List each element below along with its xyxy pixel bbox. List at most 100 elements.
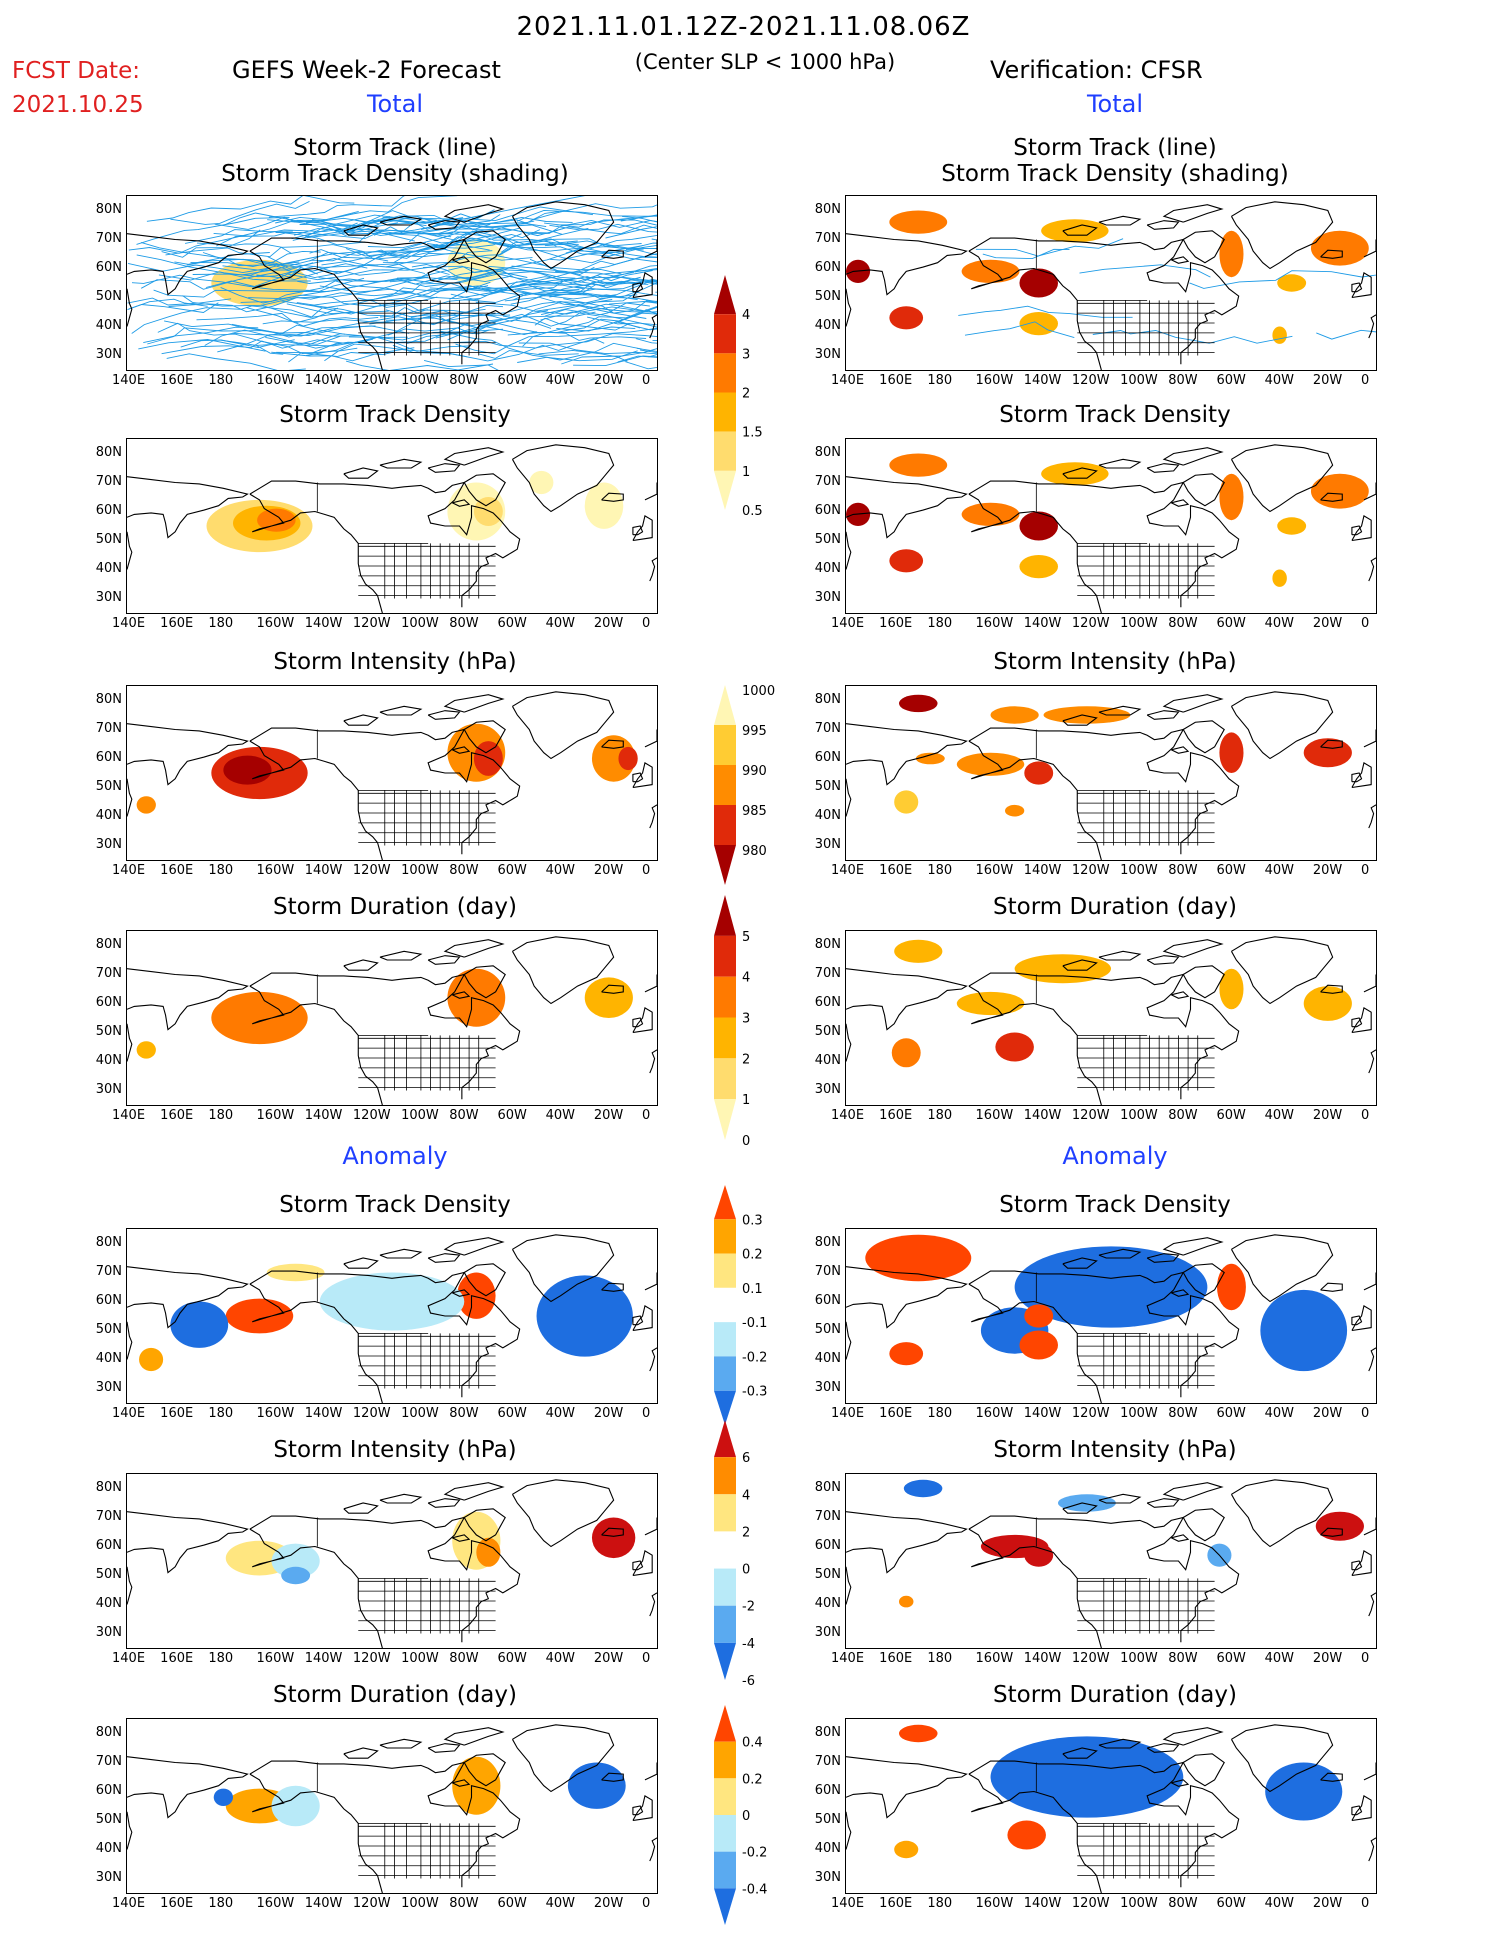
panel-title-anom_intensity: Storm Intensity (hPa) bbox=[993, 1437, 1237, 1463]
lat-tick-label: 30N bbox=[95, 1624, 122, 1640]
colorbar-swatch bbox=[714, 1356, 736, 1391]
colorbar-swatch bbox=[714, 1705, 736, 1742]
lat-tick-label: 50N bbox=[95, 778, 122, 794]
storm-track bbox=[615, 312, 657, 324]
lat-tick-label: 40N bbox=[95, 1052, 122, 1068]
lon-tick-label: 0 bbox=[642, 863, 651, 878]
storm-track bbox=[190, 250, 321, 267]
colorbar-swatch bbox=[714, 1219, 736, 1254]
storm-track bbox=[385, 308, 486, 318]
colorbar-label: 2 bbox=[742, 1525, 750, 1540]
lat-tick-label: 70N bbox=[814, 1263, 841, 1279]
colorbar-label: 980 bbox=[742, 844, 767, 859]
storm-track bbox=[556, 219, 657, 226]
lat-tick-label: 50N bbox=[814, 1566, 841, 1582]
lon-tick-label: 20W bbox=[593, 863, 624, 878]
coastline-layer bbox=[127, 444, 657, 613]
lat-tick-label: 70N bbox=[95, 720, 122, 736]
lon-tick-label: 180 bbox=[208, 1896, 234, 1911]
lat-tick-label: 30N bbox=[95, 589, 122, 605]
lon-tick-label: 140W bbox=[1023, 1651, 1062, 1666]
storm-track bbox=[434, 231, 579, 245]
cfsr-anom_duration-map bbox=[845, 1718, 1377, 1894]
field-cell bbox=[1058, 1494, 1116, 1512]
lon-tick-label: 40W bbox=[545, 373, 576, 388]
lon-tick-label: 20W bbox=[593, 1108, 624, 1123]
lat-tick-label: 40N bbox=[95, 1840, 122, 1856]
lon-tick-label: 160W bbox=[975, 373, 1014, 388]
field-cell bbox=[136, 796, 156, 814]
colorbar-anomaly-duration: 0.4 0.2 0 -0.2 -0.4 bbox=[712, 1690, 822, 1940]
gefs-track-map bbox=[126, 195, 658, 371]
lon-tick-label: 60W bbox=[497, 1896, 527, 1911]
lon-tick-label: 160W bbox=[975, 1896, 1014, 1911]
field-cell bbox=[1217, 1263, 1246, 1311]
lon-tick-label: 20W bbox=[593, 1406, 624, 1421]
storm-track bbox=[309, 241, 427, 259]
lon-tick-label: 140W bbox=[1023, 863, 1062, 878]
gefs-anom_density-map bbox=[126, 1228, 658, 1404]
lon-tick-label: 100W bbox=[1120, 1896, 1158, 1911]
colorbar-label: 4 bbox=[742, 971, 750, 986]
lon-tick-label: 160W bbox=[256, 616, 295, 631]
lon-tick-label: 20W bbox=[1312, 1406, 1343, 1421]
field-cell bbox=[1041, 462, 1109, 486]
panel-title-intensity: Storm Intensity (hPa) bbox=[993, 649, 1237, 675]
lat-tick-label: 60N bbox=[95, 1537, 122, 1553]
storm-track bbox=[486, 311, 596, 322]
lon-tick-label: 140E bbox=[112, 616, 146, 631]
storm-track bbox=[378, 248, 533, 261]
lon-tick-label: 180 bbox=[208, 1108, 234, 1123]
storm-track bbox=[307, 328, 504, 346]
field-cell bbox=[899, 1595, 914, 1608]
lon-tick-label: 140E bbox=[831, 373, 865, 388]
field-cell bbox=[1219, 230, 1244, 278]
lon-tick-label: 40W bbox=[545, 1406, 576, 1421]
lon-tick-label: 80W bbox=[449, 1108, 479, 1123]
storm-track bbox=[220, 286, 438, 307]
storm-track bbox=[214, 210, 359, 230]
lat-tick-label: 30N bbox=[95, 1869, 122, 1885]
colorbar-swatch bbox=[714, 845, 736, 885]
field-cell bbox=[1019, 511, 1058, 541]
storm-track bbox=[538, 296, 657, 313]
coastline-layer bbox=[846, 1234, 1376, 1403]
lon-tick-label: 20W bbox=[593, 1896, 624, 1911]
field-cell bbox=[1024, 1304, 1054, 1328]
field-cell bbox=[956, 991, 1025, 1016]
storm-track bbox=[529, 258, 622, 275]
lon-tick-label: 80W bbox=[449, 1651, 479, 1666]
lon-tick-label: 20W bbox=[593, 616, 624, 631]
lon-tick-label: 160E bbox=[160, 863, 194, 878]
lon-tick-label: 120W bbox=[1071, 863, 1110, 878]
storm-track bbox=[397, 256, 657, 283]
lon-tick-label: 0 bbox=[642, 1896, 651, 1911]
coastline-layer bbox=[127, 936, 657, 1105]
storm-track bbox=[544, 309, 657, 328]
storm-track-lines bbox=[127, 196, 657, 370]
lon-tick-label: 160E bbox=[160, 616, 194, 631]
cfsr-anom_density-map bbox=[845, 1228, 1377, 1404]
field-cell bbox=[223, 755, 272, 785]
colorbar-duration: 5 4 3 2 1 0 bbox=[712, 880, 822, 1155]
lat-tick-label: 60N bbox=[814, 749, 841, 765]
gefs-intensity-map bbox=[126, 685, 658, 861]
field-cell bbox=[266, 1263, 325, 1282]
panel-title-anom_duration: Storm Duration (day) bbox=[993, 1682, 1237, 1708]
storm-track bbox=[267, 219, 361, 234]
lon-tick-label: 120W bbox=[352, 373, 391, 388]
storm-track bbox=[240, 276, 429, 303]
colorbar-label: -4 bbox=[742, 1637, 755, 1652]
storm-track bbox=[304, 219, 427, 238]
lon-tick-label: 80W bbox=[1168, 1651, 1198, 1666]
colorbar-swatch bbox=[714, 1568, 736, 1606]
field-cell bbox=[1219, 732, 1244, 773]
colorbar-swatch bbox=[714, 935, 736, 977]
lon-tick-label: 40W bbox=[1264, 1896, 1295, 1911]
storm-track bbox=[544, 215, 657, 228]
lat-tick-label: 30N bbox=[814, 1379, 841, 1395]
storm-track bbox=[204, 329, 342, 346]
colorbar-swatch bbox=[714, 1253, 736, 1288]
lat-tick-label: 80N bbox=[95, 444, 122, 460]
lon-tick-label: 40W bbox=[1264, 616, 1295, 631]
